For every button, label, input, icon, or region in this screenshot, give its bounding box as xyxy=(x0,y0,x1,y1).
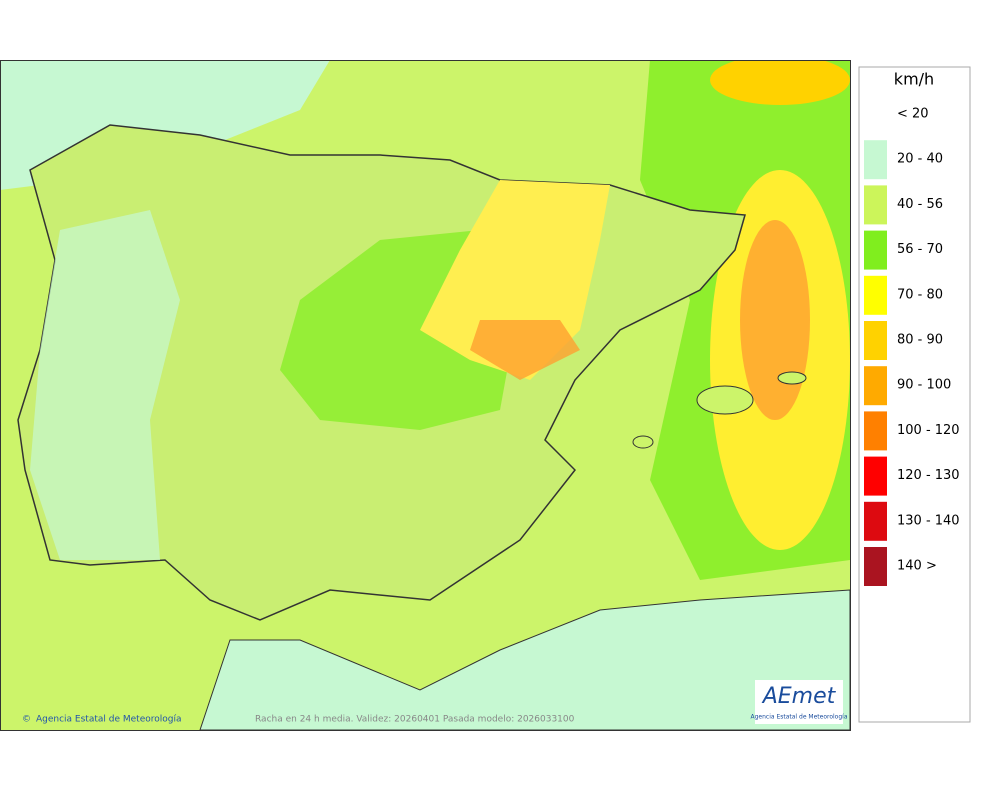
gulf-lion xyxy=(710,60,850,105)
legend-label: 140 > xyxy=(897,559,937,574)
map-frame xyxy=(0,60,851,731)
ebro-stronger xyxy=(470,320,580,380)
portugal-calm xyxy=(30,210,180,560)
legend-label: 130 - 140 xyxy=(897,513,960,528)
legend-swatch xyxy=(864,321,887,360)
legend-swatch xyxy=(864,411,887,451)
map xyxy=(0,60,850,730)
legend-label: 80 - 90 xyxy=(897,333,943,348)
legend-label: 90 - 100 xyxy=(897,378,951,393)
footer-center: Racha en 24 h media. Validez: 20260401 P… xyxy=(255,715,575,725)
ibiza xyxy=(632,435,654,449)
legend-label: 100 - 120 xyxy=(897,423,960,438)
legend-swatch xyxy=(864,456,887,496)
footer-left: Agencia Estatal de Meteorología xyxy=(36,715,182,725)
africa xyxy=(199,589,850,730)
legend-label: 70 - 80 xyxy=(897,287,943,302)
legend-label: 20 - 40 xyxy=(897,152,943,167)
legend-swatch xyxy=(864,185,887,225)
legend-swatch xyxy=(864,275,887,315)
legend-swatch xyxy=(864,547,887,586)
menorca xyxy=(777,371,807,385)
legend-label: 120 - 130 xyxy=(897,468,960,483)
legend-label: 56 - 70 xyxy=(897,242,943,257)
legend-label: 40 - 56 xyxy=(897,197,943,212)
mallorca xyxy=(696,385,754,415)
legend-swatch xyxy=(864,140,887,180)
legend-title: km/h xyxy=(894,70,934,89)
legend-swatch xyxy=(864,366,887,406)
logo-subtitle: Agencia Estatal de Meteorología xyxy=(751,714,848,721)
legend-swatch xyxy=(864,501,887,541)
med-stronger xyxy=(740,220,810,420)
legend-label: < 20 xyxy=(897,107,929,122)
logo-box xyxy=(755,680,843,724)
copyright-icon: © xyxy=(22,715,31,725)
logo-title: AEmet xyxy=(761,684,837,709)
legend-swatch xyxy=(864,230,887,270)
